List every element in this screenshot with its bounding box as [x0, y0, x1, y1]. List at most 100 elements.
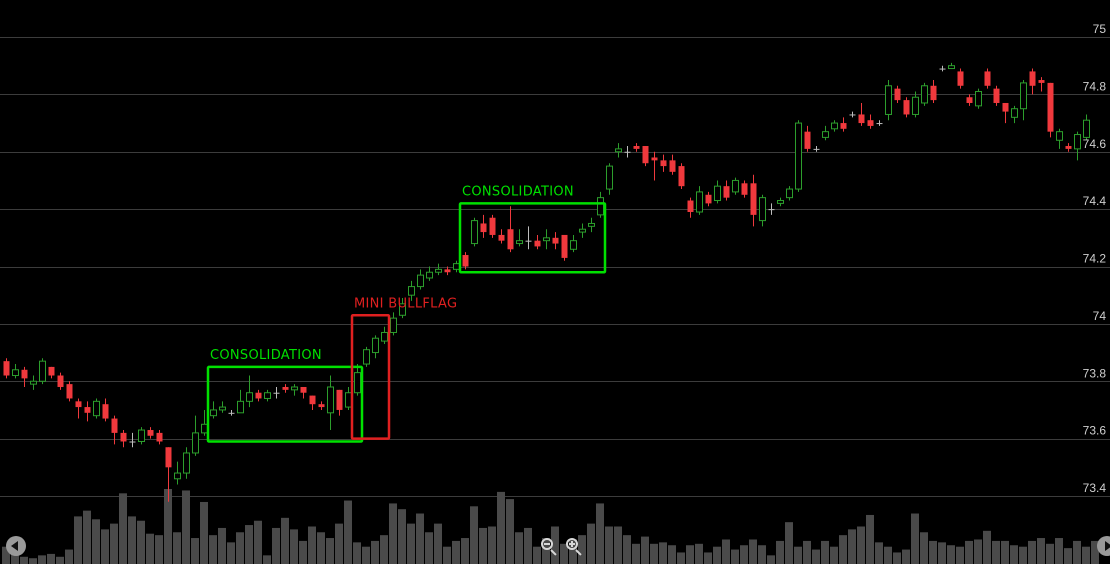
volume-bar: [641, 536, 649, 564]
candle: [570, 234, 577, 253]
candle-body: [1002, 102, 1009, 112]
y-tick-label: 74.2: [1083, 252, 1107, 266]
volume-bar: [722, 539, 730, 564]
candle-body: [300, 386, 307, 393]
scroll-left-button[interactable]: [6, 536, 26, 556]
candle-body: [786, 188, 793, 199]
annotation-label: CONSOLIDATION: [210, 348, 322, 363]
candle: [498, 229, 505, 244]
candle-body: [597, 197, 604, 216]
candle: [336, 389, 343, 416]
candle: [624, 146, 631, 158]
candle-body: [696, 191, 703, 213]
candle-body: [390, 317, 397, 333]
candle: [597, 191, 604, 218]
volume-bar: [389, 503, 397, 564]
candle: [930, 80, 937, 103]
annotation-label: CONSOLIDATION: [462, 184, 574, 199]
candle-body: [588, 222, 595, 227]
volume-bar: [56, 556, 64, 564]
candle-body: [1011, 108, 1018, 118]
candle-body: [219, 406, 226, 411]
zoom-in-icon[interactable]: [565, 537, 585, 557]
scroll-right-button[interactable]: [1097, 536, 1110, 556]
candle-body: [75, 401, 82, 408]
candle: [381, 326, 388, 344]
volume-bar: [785, 522, 793, 564]
candle: [786, 186, 793, 201]
volume-bar: [830, 546, 838, 564]
candle: [633, 143, 640, 152]
candle: [912, 91, 919, 118]
candle-body: [462, 255, 469, 267]
candle-body: [156, 432, 163, 442]
candle: [156, 430, 163, 445]
volume-bar: [911, 513, 919, 564]
volume-bar: [956, 546, 964, 564]
candle: [444, 266, 451, 276]
candle-body: [129, 441, 136, 443]
candle-body: [1074, 134, 1081, 150]
candle-body: [147, 430, 154, 436]
annotation-box: [206, 365, 364, 443]
volume-bar: [740, 545, 748, 564]
annotation-box: [350, 314, 391, 440]
candle-body: [516, 240, 523, 245]
candle: [3, 358, 10, 379]
volume-bar: [290, 529, 298, 564]
candle: [264, 389, 271, 402]
candle: [291, 384, 298, 396]
candle-body: [561, 234, 568, 258]
candle: [867, 114, 874, 129]
volume-bar: [191, 538, 199, 564]
candle-body: [768, 209, 775, 211]
candle-body: [417, 274, 424, 288]
volume-bar: [920, 532, 928, 564]
candle: [183, 447, 190, 479]
volume-bar: [821, 540, 829, 564]
candle-body: [1038, 80, 1045, 83]
volume-bar: [38, 555, 46, 564]
candle: [372, 335, 379, 359]
candle-body: [759, 197, 766, 222]
candle: [1083, 114, 1090, 141]
candle-body: [894, 88, 901, 101]
candle-body: [183, 452, 190, 474]
candle-body: [849, 114, 856, 116]
candle-body: [111, 418, 118, 433]
volume-bar: [416, 513, 424, 564]
volume-bar: [407, 523, 415, 564]
candle-body: [813, 148, 820, 150]
volume-bar: [983, 530, 991, 564]
volume-bar: [353, 542, 361, 564]
candle-body: [228, 412, 235, 414]
candle: [975, 88, 982, 109]
candle-body: [30, 380, 37, 385]
annotation-box: [458, 202, 607, 274]
candle: [993, 85, 1000, 106]
volume-bar: [245, 525, 253, 564]
candle-body: [1020, 82, 1027, 110]
candle-body: [453, 263, 460, 270]
candle: [615, 143, 622, 158]
candle-body: [435, 268, 442, 273]
volume-bar: [695, 543, 703, 564]
candle: [903, 97, 910, 118]
zoom-out-icon[interactable]: [540, 537, 560, 557]
candle-body: [174, 472, 181, 480]
candle: [273, 386, 280, 399]
candle-body: [714, 185, 721, 202]
volume-bar: [542, 538, 550, 564]
volume-bar: [488, 526, 496, 564]
candle-body: [624, 151, 631, 153]
candle-body: [750, 183, 757, 215]
volume-bar: [992, 540, 1000, 564]
candle-body: [246, 392, 253, 402]
candle: [147, 427, 154, 439]
candle-body: [840, 123, 847, 129]
candle: [813, 146, 820, 152]
volume-bar: [632, 543, 640, 564]
volume-bar: [155, 535, 163, 564]
candle: [696, 186, 703, 215]
volume-bar: [515, 532, 523, 564]
